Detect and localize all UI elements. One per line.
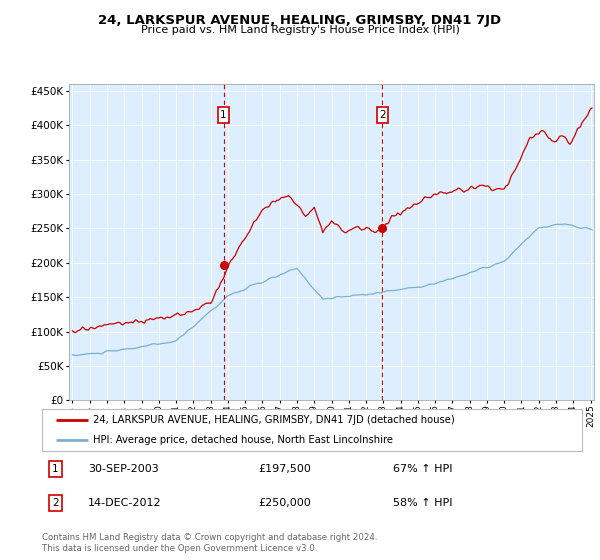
Text: 58% ↑ HPI: 58% ↑ HPI bbox=[393, 498, 452, 508]
Text: 14-DEC-2012: 14-DEC-2012 bbox=[88, 498, 161, 508]
Text: HPI: Average price, detached house, North East Lincolnshire: HPI: Average price, detached house, Nort… bbox=[94, 435, 394, 445]
Text: 24, LARKSPUR AVENUE, HEALING, GRIMSBY, DN41 7JD: 24, LARKSPUR AVENUE, HEALING, GRIMSBY, D… bbox=[98, 14, 502, 27]
Text: 30-SEP-2003: 30-SEP-2003 bbox=[88, 464, 158, 474]
Text: Contains HM Land Registry data © Crown copyright and database right 2024.
This d: Contains HM Land Registry data © Crown c… bbox=[42, 533, 377, 553]
Text: 2: 2 bbox=[379, 110, 386, 120]
Text: £250,000: £250,000 bbox=[258, 498, 311, 508]
Text: 24, LARKSPUR AVENUE, HEALING, GRIMSBY, DN41 7JD (detached house): 24, LARKSPUR AVENUE, HEALING, GRIMSBY, D… bbox=[94, 415, 455, 424]
Text: £197,500: £197,500 bbox=[258, 464, 311, 474]
Text: 1: 1 bbox=[52, 464, 59, 474]
Text: Price paid vs. HM Land Registry's House Price Index (HPI): Price paid vs. HM Land Registry's House … bbox=[140, 25, 460, 35]
Text: 1: 1 bbox=[220, 110, 227, 120]
Text: 2: 2 bbox=[52, 498, 59, 508]
Text: 67% ↑ HPI: 67% ↑ HPI bbox=[393, 464, 452, 474]
